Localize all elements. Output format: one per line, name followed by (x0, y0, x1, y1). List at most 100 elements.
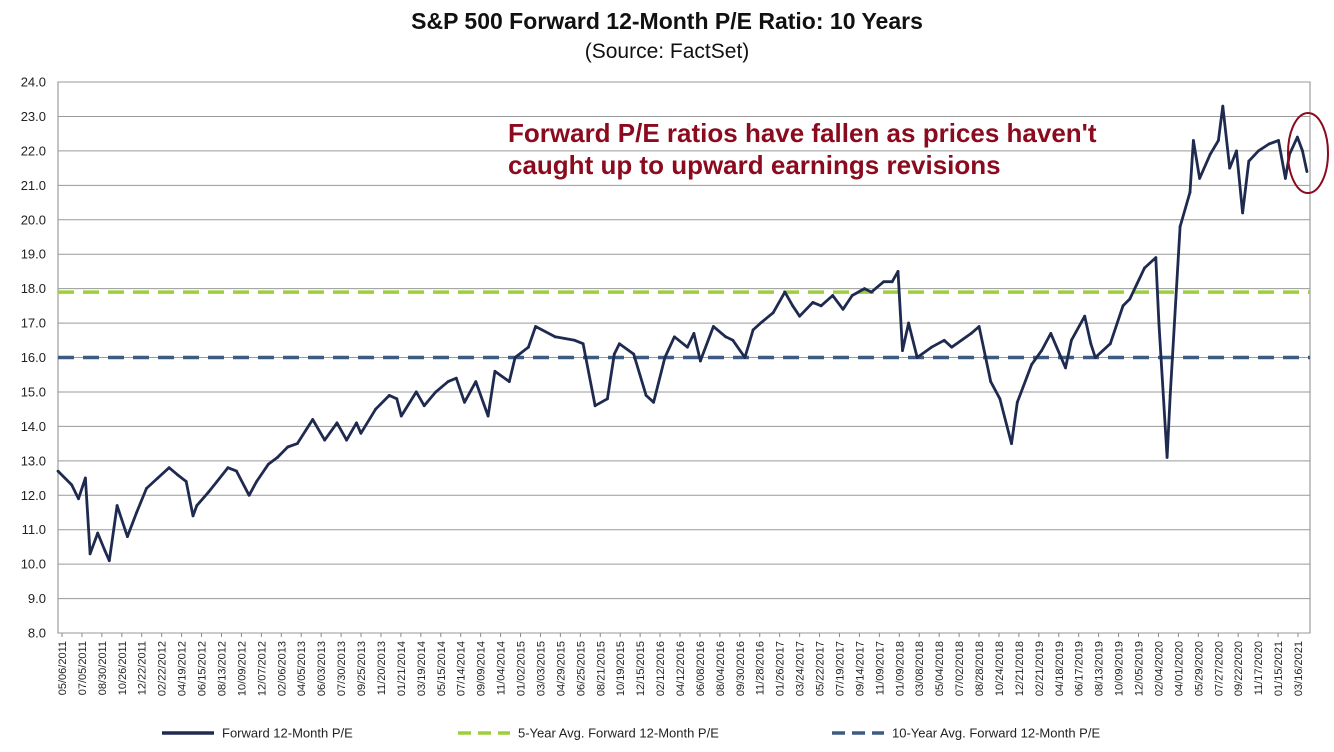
data-point (286, 445, 290, 449)
data-point (606, 397, 609, 401)
x-tick-label: 04/05/2013 (296, 641, 308, 696)
data-point (1295, 135, 1299, 139)
x-tick-label: 03/16/2021 (1293, 641, 1305, 696)
data-point (1241, 211, 1245, 215)
data-point (841, 307, 845, 311)
data-point (1030, 362, 1034, 366)
data-point (446, 380, 450, 384)
y-tick-label: 12.0 (21, 488, 46, 503)
data-point (507, 380, 511, 384)
x-tick-label: 06/25/2015 (575, 641, 587, 696)
x-tick-label: 10/09/2019 (1114, 641, 1126, 696)
data-point (863, 287, 866, 291)
x-tick-label: 06/15/2012 (197, 641, 209, 696)
y-tick-label: 13.0 (21, 453, 46, 468)
y-tick-label: 17.0 (21, 316, 46, 331)
x-tick-label: 02/22/2012 (157, 641, 169, 696)
data-point (930, 345, 933, 349)
data-point (910, 335, 914, 339)
x-tick-label: 10/26/2011 (117, 641, 129, 695)
data-point (1093, 356, 1097, 359)
data-point (493, 369, 497, 373)
data-point (686, 345, 689, 349)
data-point (1128, 297, 1132, 301)
data-point (1064, 366, 1067, 370)
x-tick-label: 08/13/2019 (1094, 641, 1106, 696)
y-tick-label: 14.0 (21, 419, 46, 434)
data-point (184, 480, 188, 483)
y-tick-label: 18.0 (21, 281, 46, 296)
y-tick-label: 8.0 (28, 626, 46, 641)
data-point (632, 352, 636, 356)
data-point (652, 400, 655, 404)
data-point (463, 400, 466, 404)
x-tick-label: 11/28/2016 (755, 641, 767, 695)
x-tick-label: 09/25/2013 (356, 641, 368, 696)
data-point (414, 390, 418, 394)
data-point (513, 356, 517, 359)
y-tick-label: 21.0 (21, 178, 46, 193)
x-tick-label: 07/19/2017 (834, 641, 846, 696)
data-point (724, 335, 728, 339)
series-lines (56, 104, 1310, 563)
x-tick-label: 08/13/2012 (216, 641, 228, 696)
data-point (395, 397, 399, 401)
data-point (215, 480, 219, 483)
data-point (1040, 349, 1044, 353)
x-tick-label: 05/04/2018 (934, 641, 946, 696)
data-point (692, 331, 696, 335)
data-point (534, 325, 538, 328)
data-point (1154, 256, 1158, 260)
x-tick-label: 06/17/2019 (1074, 641, 1086, 696)
x-tick-label: 03/08/2018 (914, 641, 926, 696)
data-point (115, 504, 119, 507)
x-tick-label: 09/30/2016 (735, 641, 747, 696)
forward-pe-line (57, 104, 1309, 563)
data-point (195, 504, 199, 507)
data-point (1143, 266, 1146, 270)
data-point (553, 335, 557, 339)
data-point (1188, 190, 1192, 194)
data-point (207, 490, 211, 494)
data-point (96, 531, 100, 535)
data-point (1178, 225, 1182, 229)
data-point (896, 270, 900, 273)
data-point (126, 535, 129, 538)
x-tick-label: 02/06/2013 (276, 641, 288, 696)
data-point (311, 418, 315, 421)
y-tick-label: 16.0 (21, 350, 46, 365)
x-tick-label: 11/04/2014 (496, 641, 508, 695)
x-tick-label: 09/22/2020 (1233, 641, 1245, 696)
annotation-text: caught up to upward earnings revisions (508, 150, 1001, 180)
y-tick-label: 19.0 (21, 247, 46, 262)
data-point (1198, 177, 1201, 180)
x-tick-label: 03/19/2014 (416, 641, 428, 696)
data-point (335, 421, 339, 425)
data-point (1083, 314, 1087, 318)
data-point (107, 559, 111, 563)
x-tick-label: 11/17/2020 (1253, 641, 1265, 695)
data-point (70, 483, 74, 487)
legend-label: 5-Year Avg. Forward 12-Month P/E (518, 726, 719, 741)
data-point (644, 393, 648, 397)
x-tick-label: 01/15/2021 (1273, 641, 1285, 696)
data-point (486, 414, 490, 418)
data-point (1247, 159, 1251, 163)
data-point (235, 469, 238, 473)
x-tick-label: 02/12/2016 (655, 641, 667, 696)
data-point (374, 407, 378, 411)
data-point (977, 325, 981, 328)
data-point (759, 321, 762, 325)
data-point (950, 345, 954, 349)
x-tick-label: 08/28/2018 (974, 641, 986, 696)
x-tick-label: 09/09/2014 (476, 641, 488, 696)
data-point (1015, 400, 1019, 404)
x-tick-label: 11/09/2017 (874, 641, 886, 695)
x-tick-label: 04/18/2019 (1054, 641, 1066, 696)
data-point (811, 301, 815, 304)
x-tick-label: 01/09/2018 (894, 641, 906, 696)
data-point (56, 469, 60, 473)
x-tick-label: 10/09/2012 (236, 641, 248, 696)
x-tick-label: 05/06/2011 (57, 641, 69, 695)
